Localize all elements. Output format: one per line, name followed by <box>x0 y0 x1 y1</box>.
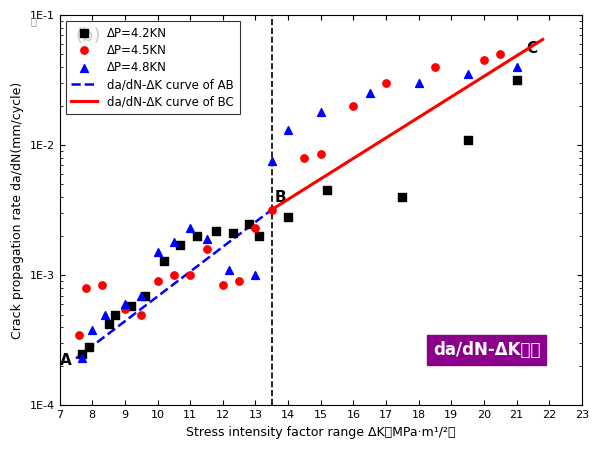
ΔP=4.2KN <box>192 233 202 240</box>
Y-axis label: Crack propagation rate da/dN(mm/cycle): Crack propagation rate da/dN(mm/cycle) <box>11 81 24 339</box>
ΔP=4.8KN <box>77 355 87 362</box>
ΔP=4.2KN <box>322 187 332 194</box>
ΔP=4.2KN <box>254 233 263 240</box>
ΔP=4.8KN <box>316 108 326 116</box>
ΔP=4.5KN <box>97 281 107 288</box>
Text: C: C <box>526 41 538 56</box>
ΔP=4.2KN <box>512 76 521 83</box>
ΔP=4.2KN <box>84 344 94 351</box>
ΔP=4.8KN <box>120 301 130 308</box>
ΔP=4.5KN <box>81 284 91 292</box>
ΔP=4.5KN <box>202 245 211 252</box>
ΔP=4.5KN <box>430 63 440 71</box>
ΔP=4.8KN <box>251 272 260 279</box>
ΔP=4.2KN <box>110 311 120 318</box>
ΔP=4.8KN <box>185 225 195 232</box>
ΔP=4.8KN <box>136 292 146 299</box>
da/dN-ΔK curve of AB <box>73 356 80 361</box>
ΔP=4.2KN <box>77 350 87 357</box>
Text: B: B <box>275 189 287 205</box>
X-axis label: Stress intensity factor range ΔK（MPa·m¹/²）: Stress intensity factor range ΔK（MPa·m¹/… <box>186 426 455 439</box>
ΔP=4.8KN <box>463 71 472 78</box>
ΔP=4.5KN <box>120 306 130 313</box>
Line: da/dN-ΔK curve of AB: da/dN-ΔK curve of AB <box>76 210 272 358</box>
ΔP=4.8KN <box>414 80 424 87</box>
Text: (b): (b) <box>76 27 101 45</box>
ΔP=4.5KN <box>136 311 146 318</box>
ΔP=4.2KN <box>176 242 185 249</box>
Text: da/dN-ΔK曲线: da/dN-ΔK曲线 <box>433 341 541 359</box>
ΔP=4.8KN <box>283 127 293 134</box>
ΔP=4.8KN <box>202 235 211 243</box>
ΔP=4.5KN <box>349 103 358 110</box>
ΔP=4.2KN <box>228 230 238 237</box>
ΔP=4.8KN <box>365 90 374 97</box>
ΔP=4.8KN <box>88 326 97 333</box>
ΔP=4.5KN <box>218 281 227 288</box>
ΔP=4.5KN <box>185 272 195 279</box>
ΔP=4.2KN <box>104 321 113 328</box>
ΔP=4.2KN <box>463 136 472 144</box>
da/dN-ΔK curve of BC <box>539 37 546 42</box>
ΔP=4.2KN <box>244 220 254 227</box>
ΔP=4.5KN <box>235 278 244 285</box>
Legend: ΔP=4.2KN, ΔP=4.5KN, ΔP=4.8KN, da/dN-ΔK curve of AB, da/dN-ΔK curve of BC: ΔP=4.2KN, ΔP=4.5KN, ΔP=4.8KN, da/dN-ΔK c… <box>65 21 239 114</box>
ΔP=4.2KN <box>159 257 169 264</box>
ΔP=4.8KN <box>101 311 110 318</box>
ΔP=4.5KN <box>479 57 489 64</box>
ΔP=4.2KN <box>212 227 221 234</box>
ΔP=4.5KN <box>267 206 277 213</box>
ΔP=4.5KN <box>316 151 326 158</box>
ΔP=4.8KN <box>512 63 521 71</box>
ΔP=4.5KN <box>299 154 309 162</box>
ΔP=4.5KN <box>169 272 179 279</box>
ΔP=4.8KN <box>224 266 234 274</box>
ΔP=4.2KN <box>398 194 407 201</box>
ΔP=4.8KN <box>169 238 179 246</box>
ΔP=4.5KN <box>251 225 260 232</box>
ΔP=4.5KN <box>381 80 391 87</box>
Line: da/dN-ΔK curve of BC: da/dN-ΔK curve of BC <box>272 40 542 210</box>
ΔP=4.5KN <box>153 278 163 285</box>
ΔP=4.5KN <box>74 331 84 338</box>
ΔP=4.8KN <box>153 249 163 256</box>
da/dN-ΔK curve of AB <box>268 207 275 212</box>
ΔP=4.2KN <box>127 302 136 310</box>
ΔP=4.2KN <box>283 214 293 221</box>
ΔP=4.2KN <box>140 292 149 299</box>
da/dN-ΔK curve of BC <box>268 207 275 212</box>
Text: 波: 波 <box>30 16 36 26</box>
Text: A: A <box>59 353 71 369</box>
ΔP=4.8KN <box>267 158 277 165</box>
ΔP=4.5KN <box>496 51 505 58</box>
